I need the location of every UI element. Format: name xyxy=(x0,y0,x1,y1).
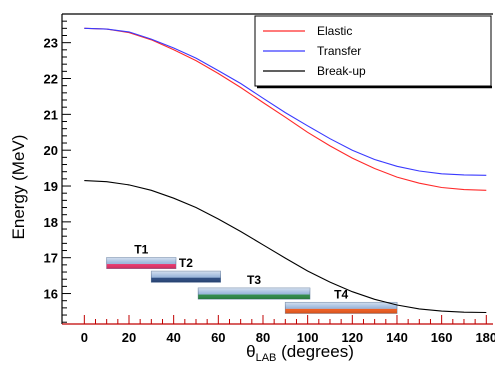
x-tick-label: 60 xyxy=(211,330,225,345)
legend-label: Elastic xyxy=(317,24,352,38)
y-tick-label: 21 xyxy=(44,107,58,122)
legend-label: Break-up xyxy=(317,64,366,78)
range-bar-t4-shade xyxy=(285,302,397,314)
range-bar-t3-shade xyxy=(198,288,310,300)
x-tick-label: 140 xyxy=(386,330,408,345)
range-bar-label: T4 xyxy=(334,287,348,301)
x-tick-label: 180 xyxy=(475,330,495,345)
y-tick-label: 16 xyxy=(44,287,58,302)
legend-label: Transfer xyxy=(317,44,361,58)
y-axis-title: Energy (MeV) xyxy=(9,135,28,240)
y-tick-label: 23 xyxy=(44,36,58,51)
x-tick-label: 100 xyxy=(297,330,319,345)
y-tick-label: 19 xyxy=(44,179,58,194)
range-bar-label: T2 xyxy=(179,256,193,270)
x-axis-title-symbol: θ xyxy=(246,342,255,361)
axes-layer: 16 17 18 19 20 21 22 23 0 20 40 60 80 100 120 140 160 180 xyxy=(44,13,495,345)
y-tick-label: 17 xyxy=(44,251,58,266)
y-tick-label: 18 xyxy=(44,215,58,230)
x-tick-label: 0 xyxy=(81,330,88,345)
series-layer xyxy=(84,27,487,314)
range-bar-t1-shade xyxy=(106,257,176,269)
x-axis-title-unit: (degrees) xyxy=(276,342,353,361)
series-line-elastic xyxy=(84,27,487,191)
x-tick-label: 80 xyxy=(256,330,270,345)
range-bar-label: T1 xyxy=(134,243,148,257)
y-tick-label: 20 xyxy=(44,143,58,158)
x-tick-label: 20 xyxy=(122,330,136,345)
x-tick-label: 160 xyxy=(431,330,453,345)
y-tick-label: 22 xyxy=(44,72,58,87)
x-tick-label: 40 xyxy=(166,330,180,345)
x-tick-label: 120 xyxy=(341,330,363,345)
series-line-break-up xyxy=(84,180,487,314)
series-line-transfer xyxy=(84,27,487,176)
range-bars-layer: T1 T2 T3 T4 xyxy=(106,243,398,314)
x-axis-title-subscript: LAB xyxy=(256,352,277,364)
legend: Elastic Transfer Break-up xyxy=(254,15,492,89)
x-axis-title: θLAB (degrees) xyxy=(246,342,354,364)
range-bar-t2-shade xyxy=(151,271,221,283)
range-bar-label: T3 xyxy=(247,273,261,287)
